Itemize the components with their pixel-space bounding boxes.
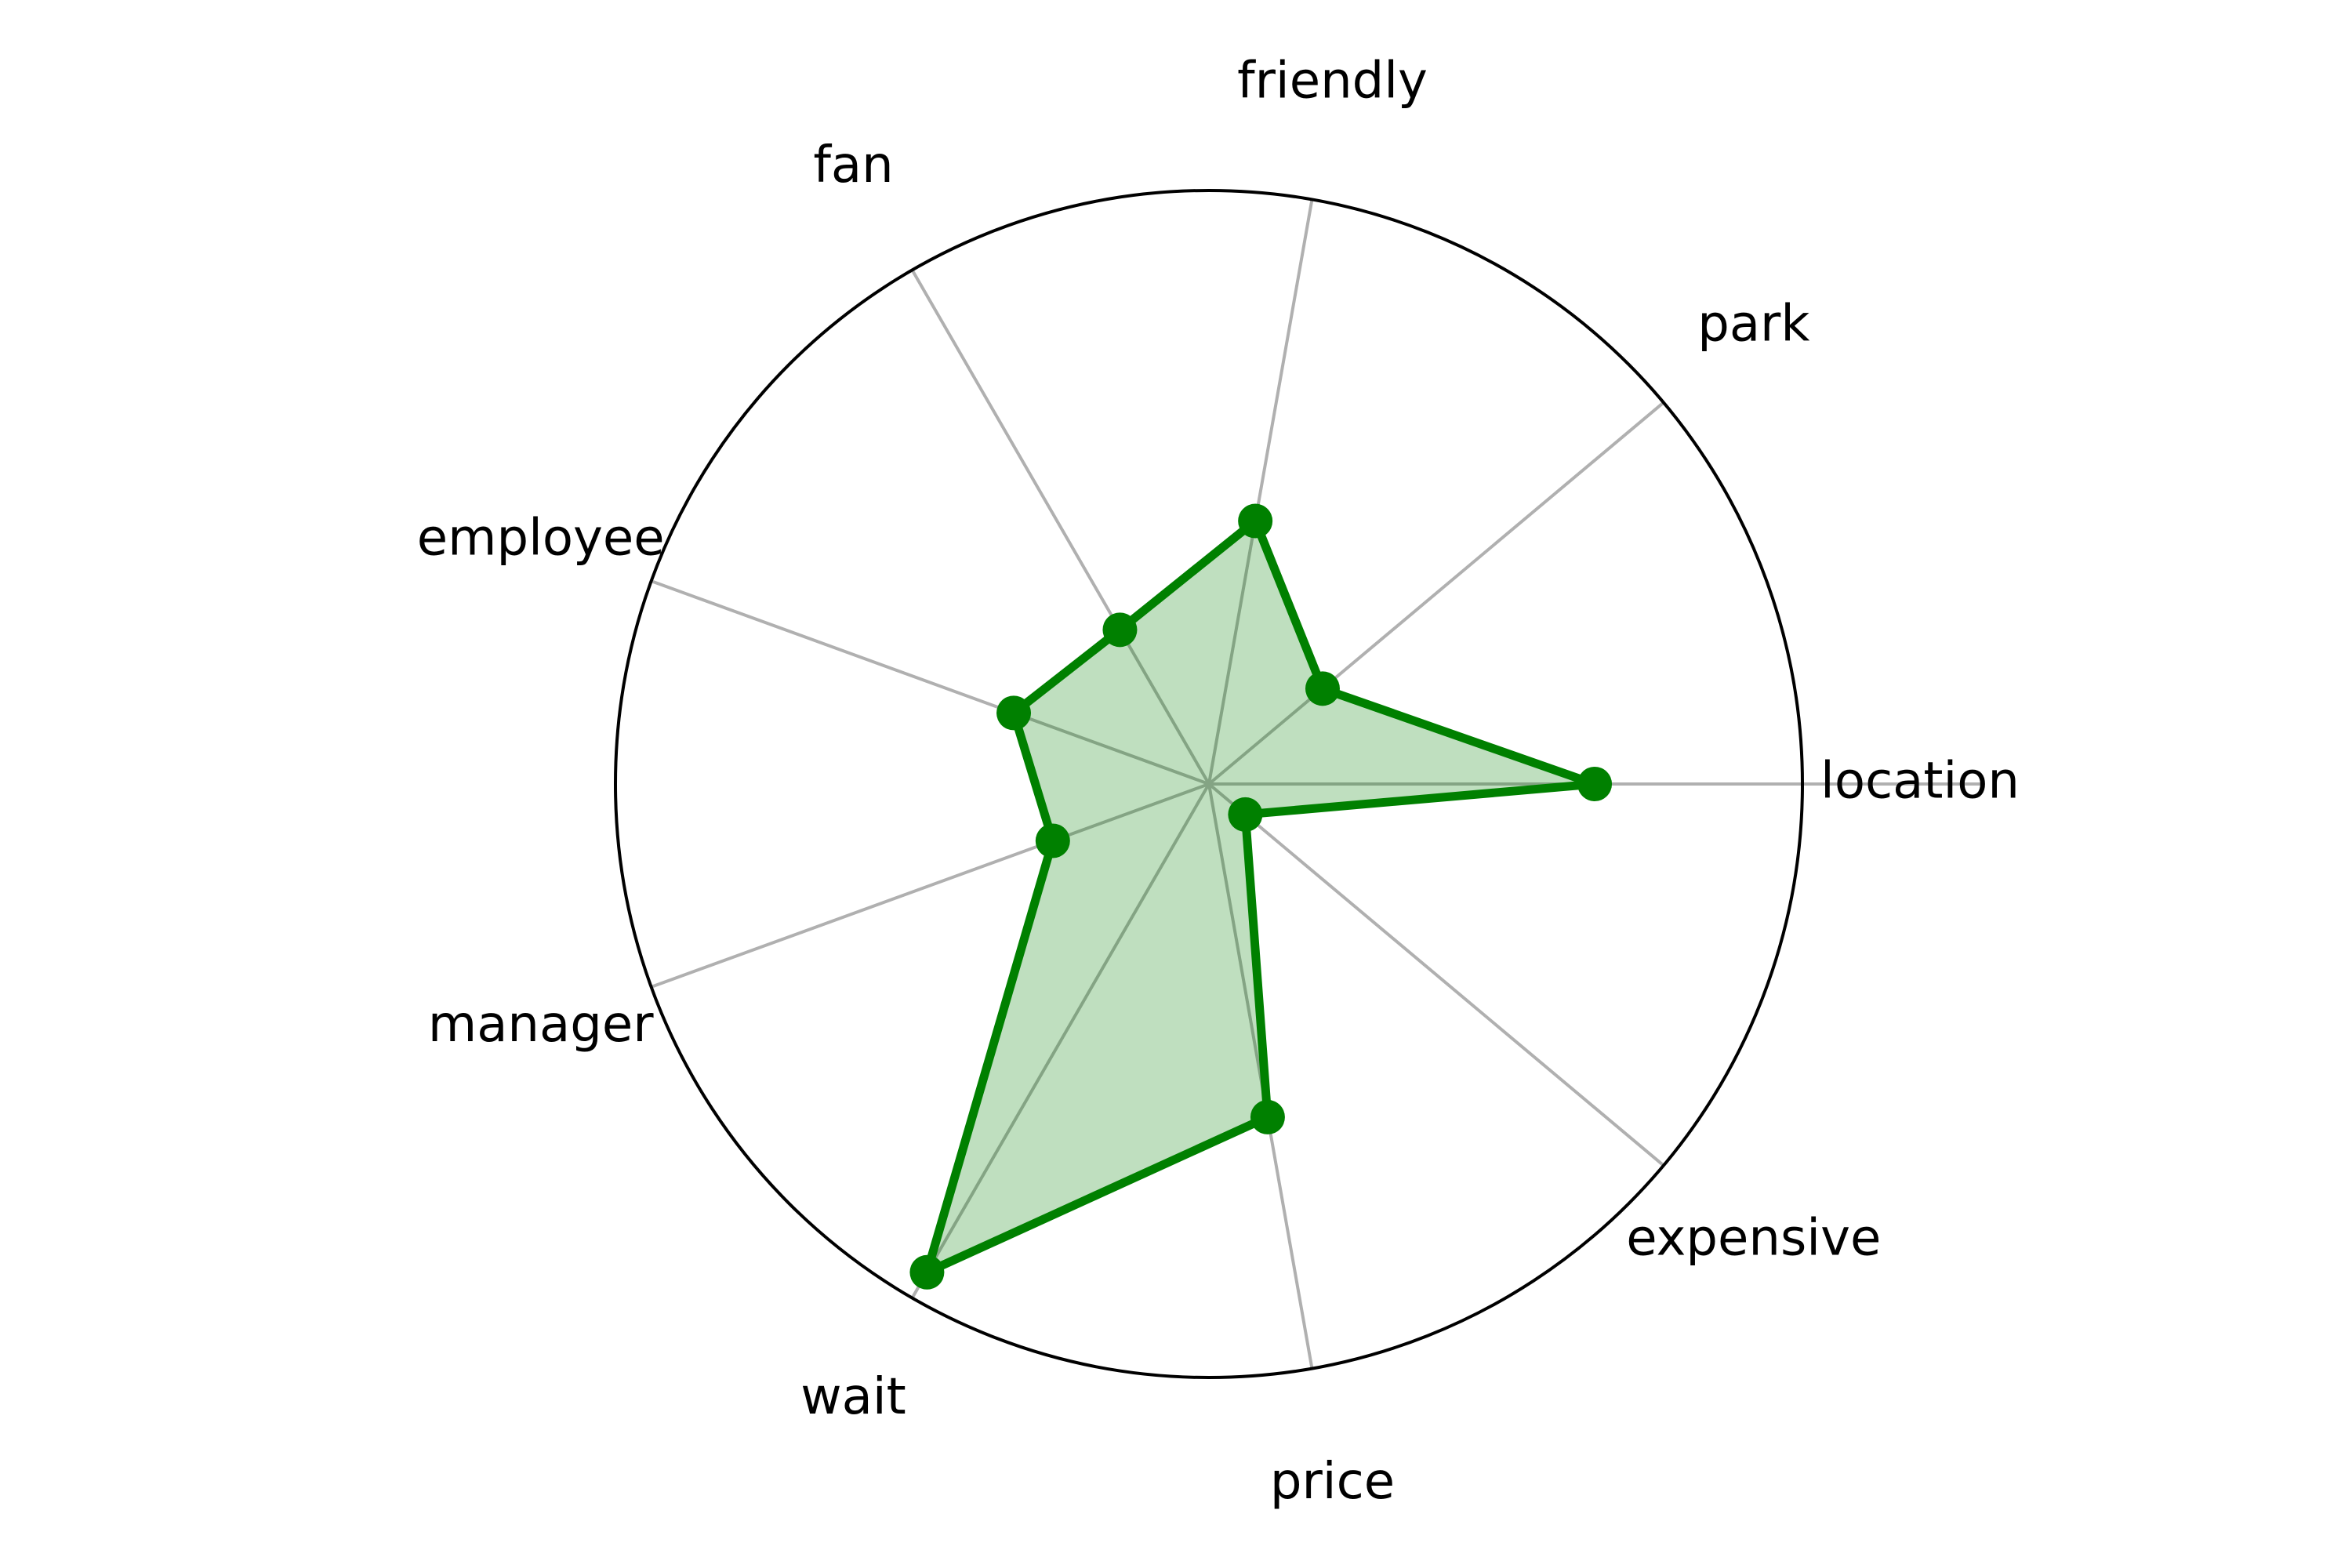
- radar-point-wait: [909, 1254, 945, 1290]
- radar-spoke-manager: [650, 782, 1210, 989]
- radar-point-park: [1305, 671, 1340, 706]
- radar-spoke-fan: [910, 269, 1210, 785]
- radar-label-employee: employee: [417, 509, 665, 567]
- radar-label-park: park: [1697, 296, 1809, 354]
- radar-spoke-employee: [650, 579, 1210, 786]
- radar-point-location: [1577, 767, 1613, 801]
- radar-spoke-expensive: [1207, 782, 1665, 1167]
- radar-spokes: [650, 199, 1983, 1369]
- radar-data-markers: [909, 503, 1613, 1290]
- radar-spoke-park: [1207, 401, 1665, 786]
- radar-point-friendly: [1238, 503, 1273, 539]
- radar-data-area: [927, 521, 1595, 1272]
- radar-label-price: price: [1270, 1453, 1395, 1511]
- radar-point-expensive: [1228, 797, 1263, 832]
- radar-label-expensive: expensive: [1626, 1210, 1881, 1268]
- radar-spoke-wait: [910, 782, 1210, 1299]
- radar-label-manager: manager: [428, 996, 654, 1054]
- radar-label-fan: fan: [813, 136, 893, 194]
- radar-point-manager: [1035, 823, 1070, 858]
- radar-point-fan: [1102, 612, 1138, 648]
- radar-label-friendly: friendly: [1237, 52, 1428, 110]
- radar-spoke-friendly: [1207, 199, 1314, 785]
- radar-category-labels: location park friendly fan employee manager wa…: [417, 52, 2020, 1510]
- radar-outer-ring: [614, 189, 1804, 1379]
- radar-label-location: location: [1820, 753, 2020, 811]
- radar-point-price: [1250, 1099, 1285, 1134]
- radar-label-wait: wait: [800, 1368, 906, 1426]
- radar-point-employee: [996, 695, 1032, 731]
- radar-data-line: [920, 514, 1596, 1280]
